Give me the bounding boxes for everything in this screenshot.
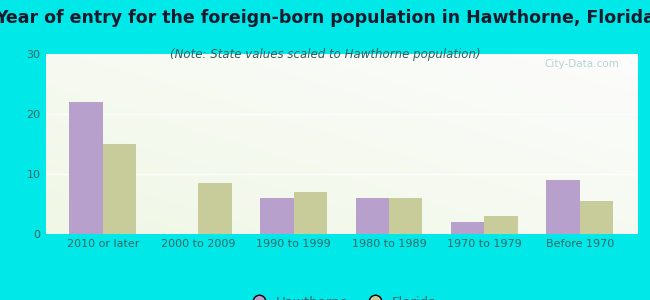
Bar <box>451 222 484 234</box>
Bar <box>389 198 422 234</box>
Bar <box>547 180 580 234</box>
Bar <box>103 144 136 234</box>
Bar <box>484 216 518 234</box>
Bar <box>356 198 389 234</box>
Text: City-Data.com: City-Data.com <box>545 59 619 69</box>
Bar <box>70 102 103 234</box>
Bar <box>198 183 231 234</box>
Bar <box>294 192 327 234</box>
Text: Year of entry for the foreign-born population in Hawthorne, Florida: Year of entry for the foreign-born popul… <box>0 9 650 27</box>
Text: (Note: State values scaled to Hawthorne population): (Note: State values scaled to Hawthorne … <box>170 48 480 61</box>
Bar <box>260 198 294 234</box>
Bar <box>580 201 613 234</box>
Legend: Hawthorne, Florida: Hawthorne, Florida <box>240 290 443 300</box>
